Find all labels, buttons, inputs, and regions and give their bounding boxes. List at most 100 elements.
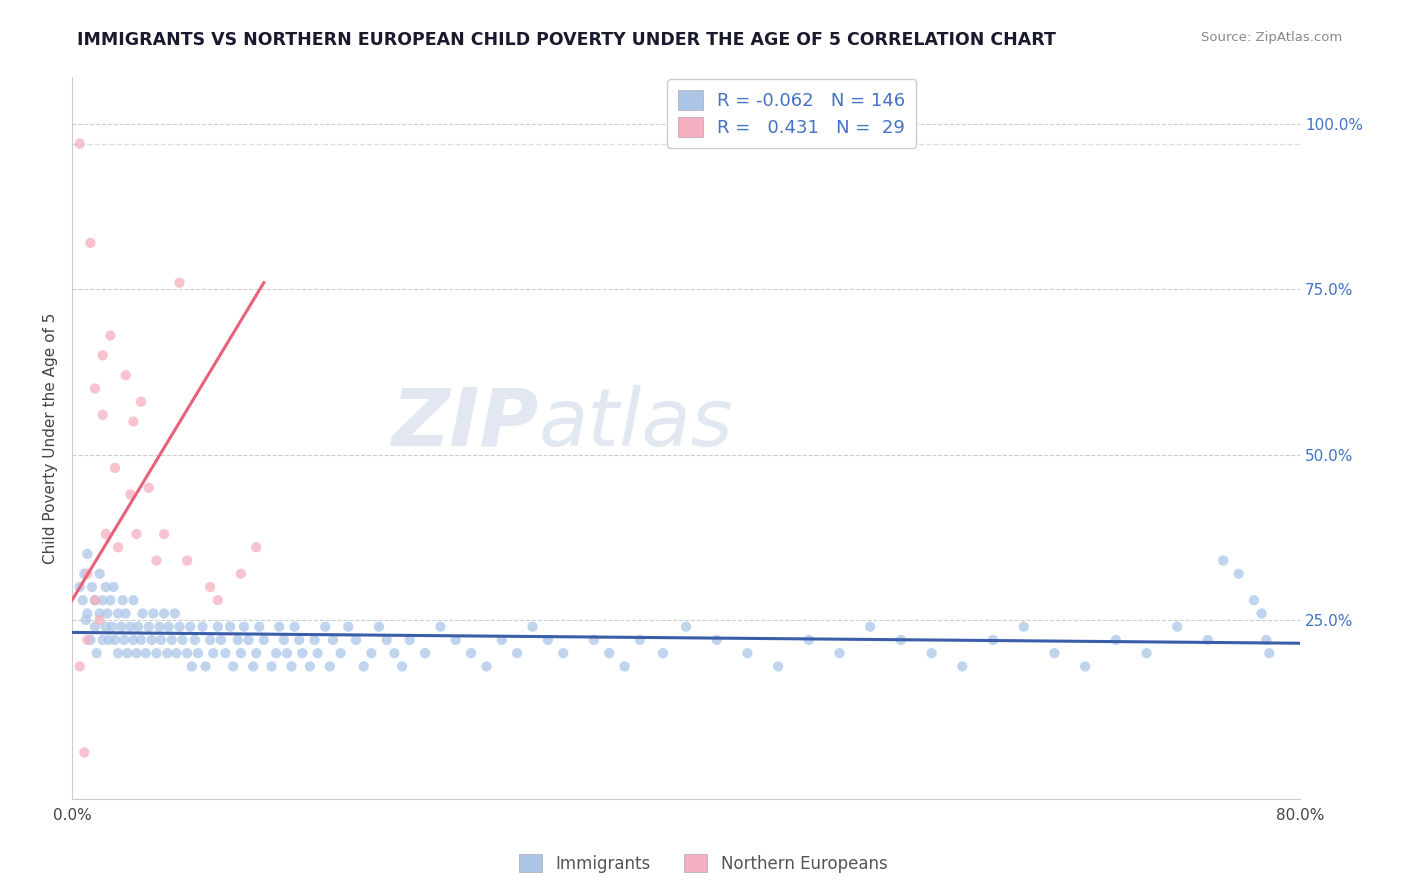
Point [652, 646, 675, 660]
Point [131, 607, 153, 621]
Point [89, 613, 111, 627]
Point [1197, 632, 1219, 647]
Point [391, 659, 413, 673]
Point [104, 632, 127, 647]
Point [264, 646, 287, 660]
Point [129, 632, 152, 647]
Point [344, 632, 367, 647]
Point [859, 620, 882, 634]
Point [1074, 659, 1097, 673]
Y-axis label: Child Poverty Under the Age of 5: Child Poverty Under the Age of 5 [44, 312, 58, 564]
Point [111, 593, 134, 607]
Point [120, 487, 142, 501]
Point [375, 632, 398, 647]
Text: Source: ZipAtlas.com: Source: ZipAtlas.com [1202, 31, 1343, 45]
Point [269, 620, 291, 634]
Point [491, 632, 513, 647]
Text: ZIP: ZIP [391, 384, 538, 463]
Point [247, 620, 270, 634]
Point [122, 415, 145, 429]
Point [368, 620, 391, 634]
Point [319, 659, 342, 673]
Point [117, 646, 139, 660]
Point [291, 646, 314, 660]
Point [398, 632, 420, 647]
Point [353, 659, 375, 673]
Point [253, 632, 276, 647]
Point [304, 632, 326, 647]
Point [76, 607, 98, 621]
Point [382, 646, 405, 660]
Point [214, 646, 236, 660]
Point [180, 659, 202, 673]
Point [238, 632, 260, 647]
Point [921, 646, 943, 660]
Point [69, 580, 91, 594]
Point [242, 659, 264, 673]
Point [1243, 593, 1265, 607]
Point [75, 613, 97, 627]
Point [537, 632, 560, 647]
Point [288, 632, 311, 647]
Point [107, 646, 129, 660]
Point [209, 632, 232, 647]
Point [1258, 646, 1281, 660]
Point [145, 553, 167, 567]
Point [207, 593, 229, 607]
Point [322, 632, 344, 647]
Point [72, 593, 94, 607]
Point [114, 607, 136, 621]
Point [101, 620, 124, 634]
Point [169, 620, 191, 634]
Point [69, 136, 91, 151]
Point [172, 632, 194, 647]
Point [114, 368, 136, 383]
Point [150, 632, 173, 647]
Point [229, 646, 252, 660]
Point [125, 527, 148, 541]
Point [91, 632, 114, 647]
Point [628, 632, 651, 647]
Point [1250, 607, 1272, 621]
Point [153, 527, 176, 541]
Point [828, 646, 851, 660]
Point [179, 620, 201, 634]
Point [165, 646, 187, 660]
Point [276, 646, 298, 660]
Point [1105, 632, 1128, 647]
Point [522, 620, 544, 634]
Point [138, 620, 160, 634]
Point [176, 646, 198, 660]
Point [100, 593, 122, 607]
Point [284, 620, 307, 634]
Point [138, 481, 160, 495]
Text: IMMIGRANTS VS NORTHERN EUROPEAN CHILD POVERTY UNDER THE AGE OF 5 CORRELATION CHA: IMMIGRANTS VS NORTHERN EUROPEAN CHILD PO… [77, 31, 1056, 49]
Point [226, 632, 249, 647]
Point [207, 620, 229, 634]
Point [100, 328, 122, 343]
Point [94, 527, 117, 541]
Point [127, 620, 149, 634]
Point [245, 541, 267, 555]
Point [413, 646, 436, 660]
Point [506, 646, 529, 660]
Point [553, 646, 575, 660]
Point [429, 620, 451, 634]
Point [76, 566, 98, 581]
Point [94, 580, 117, 594]
Point [198, 632, 221, 647]
Point [706, 632, 728, 647]
Point [148, 620, 170, 634]
Point [145, 646, 167, 660]
Point [135, 646, 157, 660]
Point [222, 659, 245, 673]
Point [981, 632, 1004, 647]
Point [273, 632, 295, 647]
Point [129, 394, 152, 409]
Point [86, 646, 108, 660]
Point [107, 541, 129, 555]
Point [91, 348, 114, 362]
Point [198, 580, 221, 594]
Point [176, 553, 198, 567]
Point [97, 632, 120, 647]
